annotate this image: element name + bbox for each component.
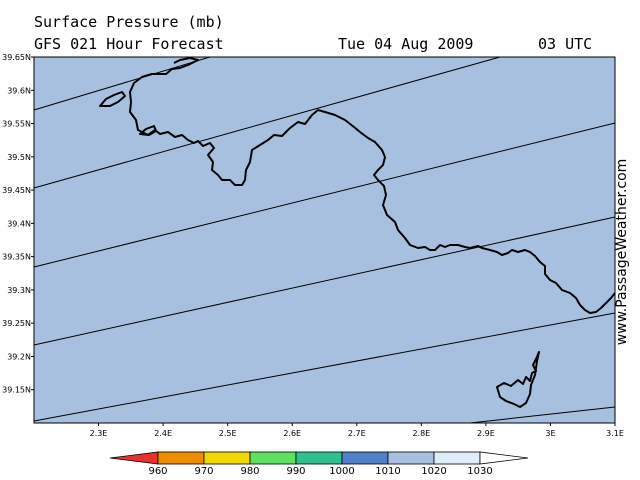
legend-swatch bbox=[203, 451, 251, 465]
lon-tick-label: 2.5E bbox=[219, 429, 237, 438]
lat-tick-label: 39.3N bbox=[7, 286, 31, 295]
legend-swatch bbox=[387, 451, 435, 465]
legend-label: 980 bbox=[240, 466, 259, 477]
forecast-time: 03 UTC bbox=[538, 35, 593, 53]
chart-title: Surface Pressure (mb) bbox=[34, 13, 224, 31]
legend-label: 990 bbox=[286, 466, 305, 477]
lat-tick-label: 39.2N bbox=[7, 352, 31, 361]
islet bbox=[139, 125, 157, 136]
legend-label: 1020 bbox=[421, 466, 446, 477]
coastline-main bbox=[129, 57, 616, 314]
lon-tick-label: 2.4E bbox=[154, 429, 172, 438]
pressure-legend: 960 970 980 990 1000 1010 1020 1030 bbox=[109, 451, 529, 477]
lon-tick-label: 3.1E bbox=[606, 429, 624, 438]
forecast-label: GFS 021 Hour Forecast bbox=[34, 35, 224, 53]
lon-tick-label: 2.8E bbox=[412, 429, 430, 438]
isobars bbox=[33, 56, 616, 424]
map-area bbox=[33, 56, 616, 424]
legend-label: 970 bbox=[194, 466, 213, 477]
legend-swatch bbox=[479, 451, 529, 465]
islet bbox=[99, 91, 126, 107]
coastline bbox=[99, 57, 616, 408]
legend-label: 1010 bbox=[375, 466, 400, 477]
legend-swatch bbox=[157, 451, 205, 465]
lat-tick-label: 39.45N bbox=[2, 186, 31, 195]
longitude-ticks: 2.3E 2.4E 2.5E 2.6E 2.7E 2.8E 2.9E 3E 3.1E bbox=[90, 423, 624, 438]
legend-label: 1000 bbox=[329, 466, 354, 477]
lat-tick-label: 39.25N bbox=[2, 319, 31, 328]
lon-tick-label: 2.6E bbox=[283, 429, 301, 438]
isobar-line bbox=[33, 216, 616, 346]
lon-tick-label: 2.3E bbox=[90, 429, 108, 438]
lat-tick-label: 39.15N bbox=[2, 386, 31, 395]
legend-swatch bbox=[295, 451, 343, 465]
island-cabrera bbox=[496, 351, 540, 408]
lon-tick-label: 2.7E bbox=[348, 429, 366, 438]
legend-label: 1030 bbox=[467, 466, 492, 477]
isobar-line bbox=[469, 406, 616, 424]
lon-tick-label: 2.9E bbox=[477, 429, 495, 438]
isobar-line bbox=[33, 122, 616, 268]
legend-swatch bbox=[249, 451, 297, 465]
legend-label: 960 bbox=[148, 466, 167, 477]
lat-tick-label: 39.5N bbox=[7, 153, 31, 162]
lat-tick-label: 39.6N bbox=[7, 86, 31, 95]
isobar-line bbox=[33, 312, 616, 422]
lat-tick-label: 39.55N bbox=[2, 120, 31, 129]
latitude-ticks: 39.15N 39.2N 39.25N 39.3N 39.35N 39.4N 39.45N 3… bbox=[2, 53, 34, 395]
isobar-line bbox=[33, 56, 501, 189]
lon-tick-label: 3E bbox=[545, 429, 555, 438]
lat-tick-label: 39.35N bbox=[2, 253, 31, 262]
lat-tick-label: 39.65N bbox=[2, 53, 31, 62]
legend-swatch bbox=[433, 451, 481, 465]
site-credit: www.PassageWeather.com bbox=[614, 158, 630, 346]
lat-tick-label: 39.4N bbox=[7, 219, 31, 228]
legend-swatch bbox=[341, 451, 389, 465]
legend-swatch bbox=[109, 451, 159, 465]
forecast-date: Tue 04 Aug 2009 bbox=[338, 35, 474, 53]
isobar-line bbox=[33, 56, 211, 111]
